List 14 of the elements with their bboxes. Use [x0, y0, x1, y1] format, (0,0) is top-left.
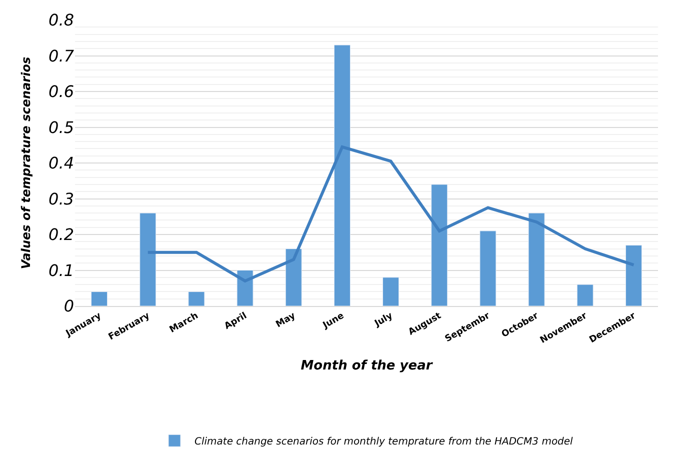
y-tick-label: 0.5 [48, 118, 74, 137]
y-tick-label: 0 [64, 296, 74, 316]
y-tick-label: 0.2 [48, 225, 74, 244]
y-axis-title: Values of temprature scenarios [18, 56, 33, 270]
y-tick-label: 0.6 [48, 82, 74, 102]
y-tick-label: 0.3 [48, 189, 74, 208]
x-tick-label: May [274, 311, 298, 330]
y-tick-label: 0.8 [48, 10, 74, 30]
line-series [146, 145, 636, 282]
legend-label: Climate change scenarios for monthly temprature from the HADCM3 model [194, 436, 574, 448]
y-tick-label: 0.4 [48, 154, 74, 173]
x-axis-title: Month of the year [300, 358, 434, 374]
y-tick-label: 0.7 [48, 46, 75, 66]
y-tick-label: 0.1 [48, 260, 74, 280]
